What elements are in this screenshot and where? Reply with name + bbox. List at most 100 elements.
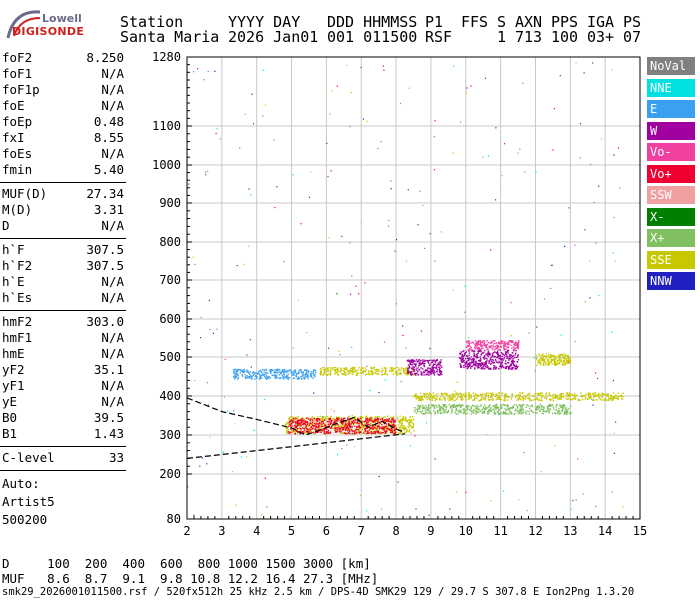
echo-point (479, 348, 481, 351)
echo-point (485, 394, 487, 396)
echo-point (564, 364, 566, 366)
echo-point (280, 377, 282, 379)
echo-point (436, 411, 439, 413)
echo-point (334, 419, 336, 421)
echo-point (237, 377, 240, 379)
echo-point (313, 370, 315, 372)
echo-point (338, 427, 340, 429)
echo-point (249, 371, 252, 373)
echo-point (367, 370, 370, 372)
echo-point (413, 373, 416, 375)
param-value: N/A (101, 330, 124, 345)
echo-point (378, 428, 380, 431)
echo-point (386, 418, 388, 420)
echo-point (519, 412, 521, 414)
echo-point (389, 419, 391, 421)
echo-point (566, 413, 568, 415)
echo-point (429, 364, 431, 366)
echo-point (560, 393, 562, 395)
echo-point (580, 392, 582, 394)
echo-point (411, 373, 413, 375)
echo-point (500, 404, 502, 407)
echo-point (442, 396, 445, 399)
x-tick-label: 6 (323, 524, 330, 538)
echo-point (359, 428, 361, 431)
echo-point (525, 412, 527, 415)
echo-point (436, 364, 438, 367)
echo-point (343, 421, 345, 423)
echo-point (315, 422, 318, 424)
echo-point (470, 410, 473, 413)
echo-point (543, 359, 545, 361)
echo-point (310, 430, 312, 433)
noise-point (264, 477, 266, 479)
digisonde-logo: Lowell DIGISONDE (4, 6, 84, 42)
echo-point (509, 356, 511, 358)
echo-point (508, 409, 510, 411)
echo-point (462, 357, 464, 360)
echo-point (250, 375, 252, 377)
echo-point (568, 398, 570, 400)
echo-point (454, 406, 456, 408)
echo-point (411, 368, 413, 370)
echo-point (267, 376, 270, 378)
echo-point (487, 398, 490, 401)
echo-point (468, 363, 470, 365)
echo-point (294, 427, 297, 429)
echo-point (503, 341, 506, 343)
echo-point (487, 342, 489, 344)
echo-point (422, 368, 424, 370)
echo-point (512, 363, 514, 365)
footer-muf-line: MUF 8.6 8.7 9.1 9.8 10.8 12.2 16.4 27.3 … (2, 571, 379, 586)
echo-point (319, 415, 321, 417)
echo-point (445, 406, 447, 408)
y-tick-label: 200 (159, 467, 181, 481)
echo-point (466, 409, 468, 412)
echo-point (471, 350, 473, 352)
param-row-g3-3: h`Es N/A (2, 290, 124, 306)
echo-point (382, 431, 384, 434)
echo-point (467, 349, 469, 351)
echo-point (463, 364, 465, 367)
echo-point (423, 365, 425, 368)
echo-point (500, 363, 502, 366)
echo-point (612, 395, 614, 398)
echo-point (287, 377, 289, 379)
echo-point (356, 371, 358, 374)
noise-point (207, 170, 209, 172)
echo-point (397, 374, 399, 376)
echo-point (347, 370, 349, 373)
param-name: hmE (2, 346, 25, 361)
echo-point (421, 398, 423, 400)
echo-point (326, 420, 329, 423)
noise-point (369, 390, 371, 392)
echo-point (492, 392, 494, 394)
echo-point (391, 422, 393, 424)
echo-point (479, 363, 482, 365)
echo-point (411, 374, 413, 376)
echo-point (483, 412, 485, 414)
echo-point (390, 428, 393, 430)
echo-point (558, 362, 560, 364)
echo-point (521, 406, 523, 409)
param-name: fmin (2, 162, 33, 177)
echo-point (510, 398, 512, 400)
echo-point (538, 359, 541, 361)
echo-point (417, 405, 420, 407)
echo-point (340, 369, 343, 371)
echo-point (484, 408, 486, 411)
echo-point (338, 428, 340, 430)
echo-point (475, 356, 478, 358)
echo-point (594, 395, 596, 398)
echo-point (304, 369, 306, 371)
echo-point (315, 420, 318, 422)
echo-point (504, 407, 506, 410)
echo-point (344, 371, 346, 373)
echo-point (527, 393, 529, 395)
echo-point (318, 429, 320, 431)
echo-point (293, 374, 295, 376)
echo-point (361, 416, 364, 418)
param-row-g3-2: h`E N/A (2, 274, 124, 290)
echo-point (326, 374, 329, 376)
echo-point (455, 413, 458, 415)
